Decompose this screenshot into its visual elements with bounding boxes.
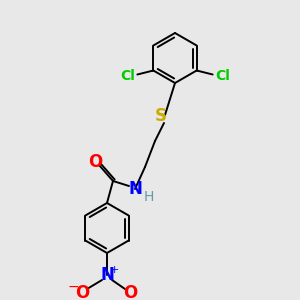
Text: N: N	[128, 180, 142, 198]
Text: N: N	[100, 266, 114, 284]
Text: Cl: Cl	[215, 68, 230, 83]
Text: +: +	[109, 265, 119, 275]
Text: −: −	[67, 280, 79, 294]
Text: H: H	[144, 190, 154, 204]
Text: O: O	[75, 284, 89, 300]
Text: O: O	[88, 153, 102, 171]
Text: S: S	[155, 107, 167, 125]
Text: Cl: Cl	[120, 68, 135, 83]
Text: O: O	[123, 284, 137, 300]
